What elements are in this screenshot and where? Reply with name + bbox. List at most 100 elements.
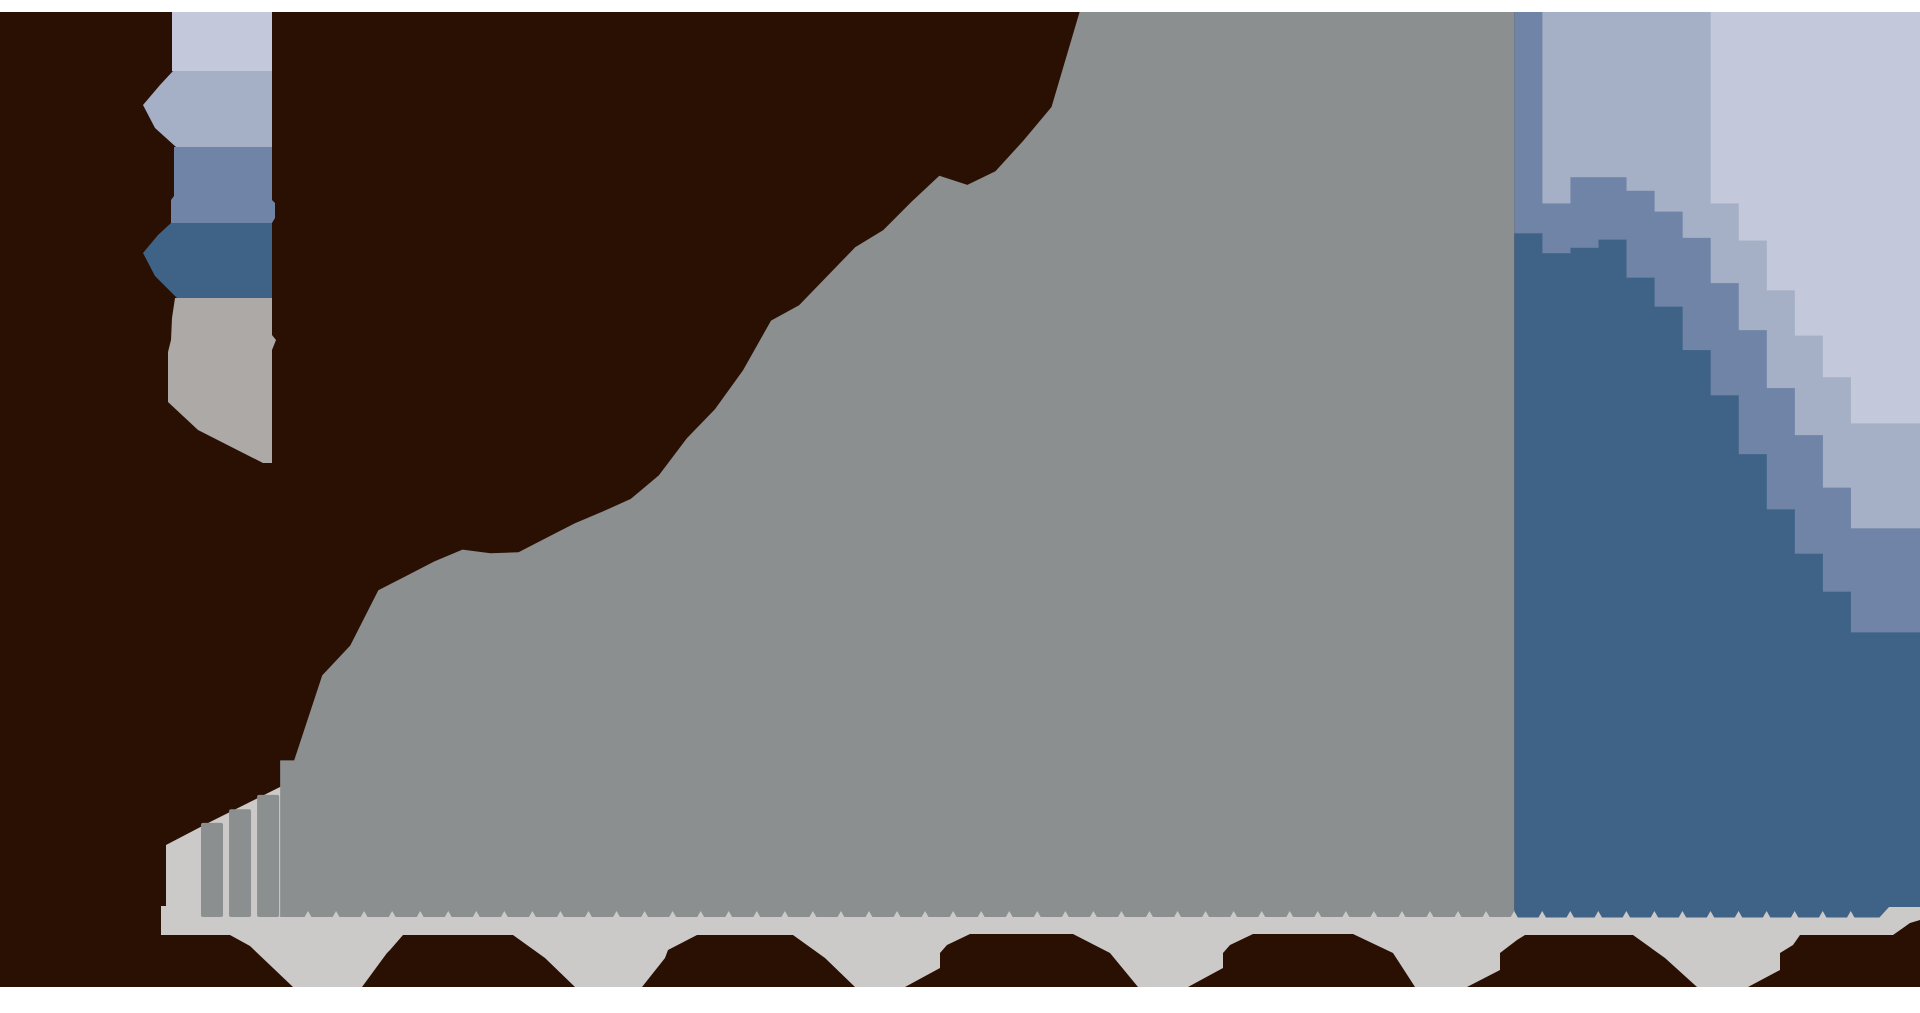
dark-blue-bar-segment bbox=[1738, 453, 1768, 918]
medium-blue-bar-segment bbox=[1626, 190, 1656, 278]
x-tick-mark bbox=[1201, 911, 1210, 918]
dark-blue-bar-segment bbox=[1822, 591, 1852, 918]
x-tick-mark bbox=[584, 911, 593, 918]
x-tick-mark bbox=[556, 911, 565, 918]
x-tick-mark bbox=[1594, 911, 1603, 918]
x-tick-mark bbox=[668, 911, 677, 918]
x-tick-mark bbox=[1454, 911, 1463, 918]
x-tick-mark bbox=[304, 911, 312, 918]
x-tick-mark bbox=[696, 911, 705, 918]
legend bbox=[143, 12, 276, 463]
grayish-blue-bar-segment bbox=[1794, 335, 1824, 436]
legend-swatch-dark-blue bbox=[143, 223, 272, 298]
x-tick-mark bbox=[1790, 911, 1799, 918]
grayish-blue-bar-segment bbox=[1570, 12, 1600, 178]
x-tick-mark bbox=[1482, 911, 1491, 918]
x-tick-label-3-obscured bbox=[642, 935, 855, 987]
x-tick-label-6-obscured bbox=[1467, 935, 1697, 987]
x-tick-mark bbox=[865, 911, 873, 918]
x-tick-mark bbox=[1426, 911, 1434, 918]
x-tick-mark bbox=[416, 911, 425, 918]
x-tick-mark bbox=[921, 911, 930, 918]
grayish-blue-bar-segment bbox=[1654, 12, 1684, 212]
legend-swatch-lavender bbox=[172, 12, 272, 71]
x-tick-mark bbox=[1229, 911, 1238, 918]
lavender-bar-segment bbox=[1738, 12, 1768, 241]
x-axis-band-corner bbox=[1879, 907, 1920, 918]
lavender-bar-segment bbox=[1822, 12, 1852, 378]
x-tick-mark bbox=[1089, 911, 1098, 918]
medium-blue-bar-segment bbox=[1654, 211, 1684, 307]
x-axis-band bbox=[161, 782, 1920, 987]
x-tick-mark bbox=[893, 911, 902, 918]
x-tick-mark bbox=[1257, 911, 1266, 918]
medium-blue-bar-segment bbox=[1598, 176, 1628, 240]
medium-blue-bar-segment bbox=[1682, 237, 1712, 351]
series-blue-stacked-bars bbox=[1514, 12, 1920, 918]
lavender-bar-segment bbox=[1710, 12, 1740, 204]
dark-blue-bar-segment bbox=[1766, 508, 1796, 918]
x-tick-mark bbox=[1678, 911, 1687, 918]
medium-blue-bar-segment bbox=[1710, 282, 1740, 396]
x-tick-mark bbox=[1145, 911, 1154, 918]
x-tick-mark bbox=[1650, 911, 1659, 918]
x-tick-mark bbox=[1061, 911, 1070, 918]
grayish-blue-bar-segment bbox=[1738, 240, 1768, 331]
legend-swatch-medium-blue bbox=[171, 147, 275, 223]
gray-bar bbox=[229, 809, 252, 917]
grayish-blue-bar-segment bbox=[1682, 12, 1712, 238]
x-axis-tick-marks bbox=[304, 911, 1855, 918]
x-tick-mark bbox=[332, 911, 341, 918]
x-tick-mark bbox=[472, 911, 481, 918]
x-tick-mark bbox=[977, 911, 986, 918]
x-tick-mark bbox=[1005, 911, 1014, 918]
medium-blue-bar-segment bbox=[1822, 487, 1852, 592]
x-tick-label-5-obscured bbox=[1188, 934, 1415, 987]
medium-blue-bar-segment bbox=[1570, 176, 1600, 248]
gray-bar bbox=[257, 794, 280, 917]
x-axis-tick-labels-obscured bbox=[150, 920, 1920, 987]
x-tick-mark bbox=[1313, 911, 1322, 918]
x-tick-mark bbox=[528, 911, 537, 918]
x-tick-mark bbox=[1538, 911, 1547, 918]
x-tick-mark bbox=[1734, 911, 1743, 918]
x-tick-mark bbox=[1510, 911, 1519, 918]
series-gray-bars bbox=[201, 12, 1515, 917]
gray-bars-area bbox=[280, 12, 1515, 917]
grayish-blue-bar-segment bbox=[1626, 12, 1656, 191]
dark-blue-bar-segment bbox=[1626, 277, 1656, 918]
grayish-blue-bar-segment bbox=[1850, 422, 1920, 529]
medium-blue-bar-segment bbox=[1766, 387, 1796, 510]
x-tick-mark bbox=[780, 911, 789, 918]
lavender-bar-segment bbox=[1766, 12, 1796, 291]
x-tick-mark bbox=[752, 911, 761, 918]
dark-blue-bar-segment bbox=[1682, 349, 1712, 918]
x-tick-mark bbox=[444, 911, 453, 918]
x-tick-mark bbox=[836, 911, 845, 918]
x-tick-label-4-obscured bbox=[905, 934, 1138, 987]
x-tick-mark bbox=[1341, 911, 1350, 918]
dark-blue-bar-segment bbox=[1850, 631, 1920, 918]
dark-blue-bar-segment bbox=[1710, 394, 1740, 918]
medium-blue-bar-segment bbox=[1542, 202, 1572, 254]
x-tick-mark bbox=[1173, 911, 1182, 918]
grayish-blue-bar-segment bbox=[1766, 289, 1796, 389]
medium-blue-bar-segment bbox=[1738, 329, 1768, 455]
x-tick-mark bbox=[612, 911, 621, 918]
lavender-bar-segment bbox=[1794, 12, 1824, 336]
x-tick-mark bbox=[1566, 911, 1575, 918]
dark-blue-bar-segment bbox=[1654, 306, 1684, 918]
x-tick-mark bbox=[1846, 911, 1855, 918]
x-tick-mark bbox=[808, 911, 817, 918]
x-tick-mark bbox=[360, 911, 369, 918]
x-tick-mark bbox=[500, 911, 509, 918]
x-tick-label-2-obscured bbox=[362, 935, 575, 987]
grayish-blue-bar-segment bbox=[1542, 12, 1572, 204]
dark-blue-bar-segment bbox=[1542, 252, 1572, 918]
grayish-blue-bar-segment bbox=[1822, 376, 1852, 488]
medium-blue-bar-segment bbox=[1850, 527, 1920, 633]
x-tick-mark bbox=[1117, 911, 1126, 918]
lavender-bar-segment bbox=[1850, 12, 1920, 424]
